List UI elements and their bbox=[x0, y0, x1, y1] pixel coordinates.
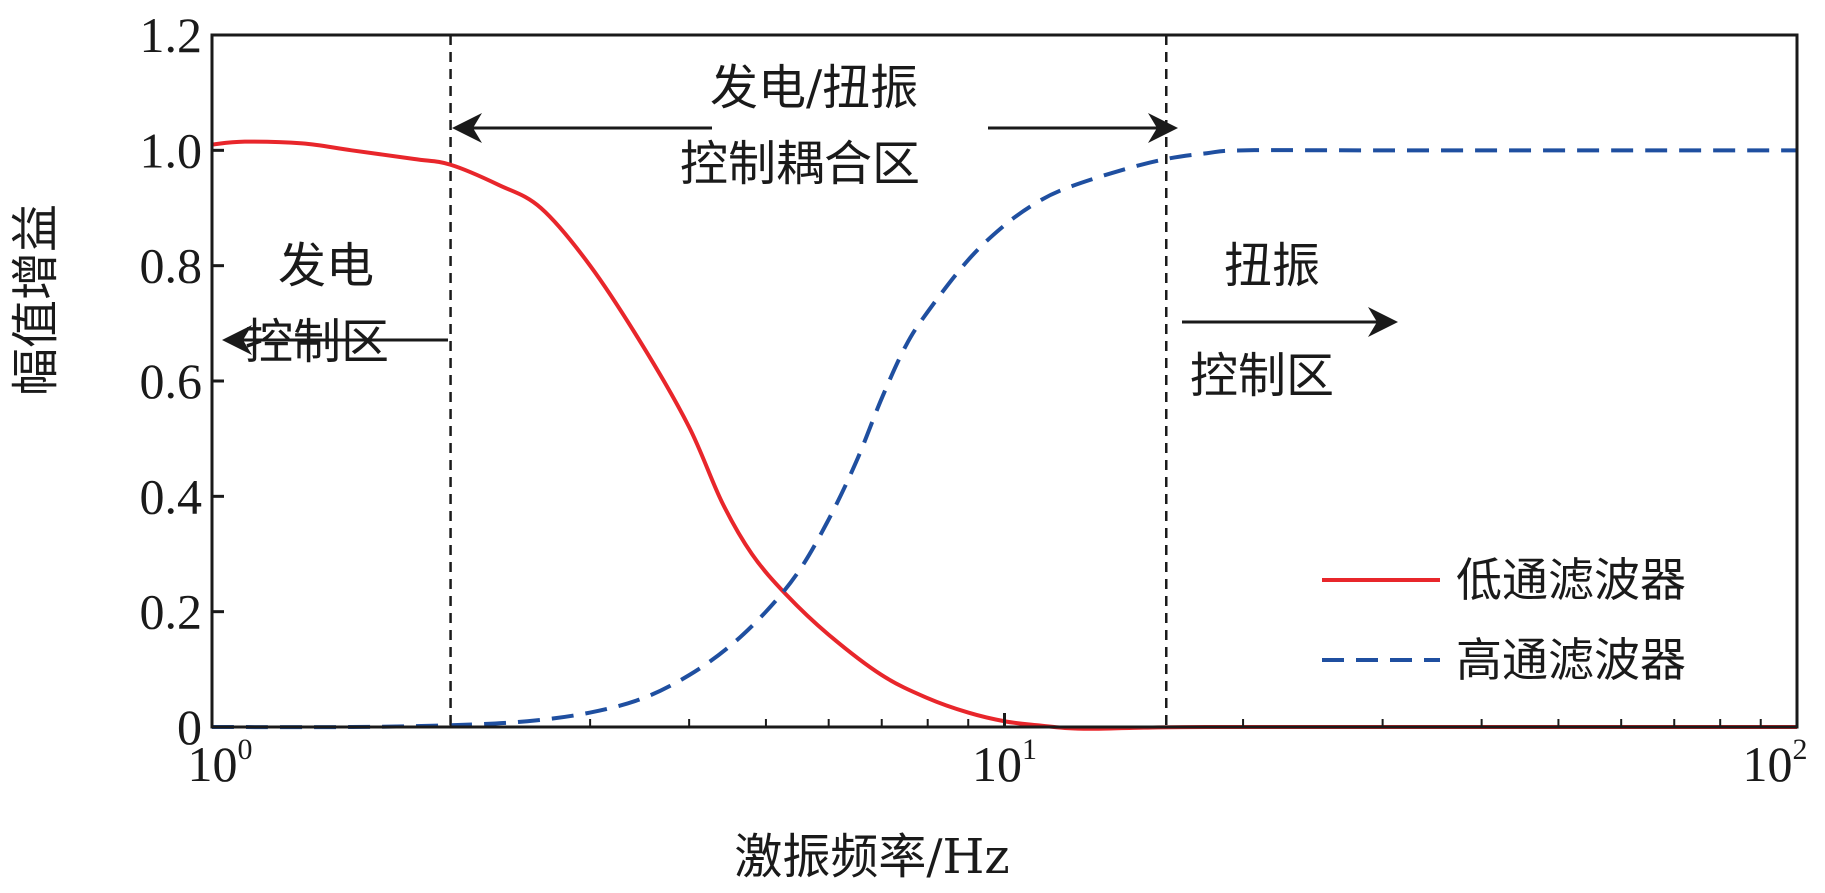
y-axis-ticks: 0 0.2 0.4 0.6 0.8 1.0 1.2 bbox=[140, 7, 224, 755]
y-tick-label: 0.4 bbox=[140, 468, 203, 524]
region-divider-lines bbox=[449, 35, 1168, 727]
annotation-coupling-line1: 发电/扭振 bbox=[710, 60, 918, 116]
y-tick-label: 1.2 bbox=[140, 7, 203, 63]
x-tick-label: 101 bbox=[972, 733, 1037, 792]
x-axis-ticks: 100 101 102 bbox=[188, 713, 1808, 792]
y-axis-title: 幅值增益 bbox=[8, 204, 64, 396]
y-tick-label: 0 bbox=[177, 699, 202, 755]
legend: 低通滤波器 高通滤波器 bbox=[1322, 553, 1686, 687]
annotation-generation-line1: 发电 bbox=[278, 238, 374, 294]
annotation-coupling-zone: 发电/扭振 控制耦合区 bbox=[452, 60, 1178, 192]
annotation-torsional-line2: 控制区 bbox=[1190, 348, 1334, 404]
annotation-torsional-line1: 扭振 bbox=[1224, 238, 1320, 294]
legend-label-highpass: 高通滤波器 bbox=[1456, 633, 1686, 687]
annotation-generation-line2: 控制区 bbox=[245, 314, 389, 370]
y-tick-label: 0.2 bbox=[140, 584, 203, 640]
legend-label-lowpass: 低通滤波器 bbox=[1456, 553, 1686, 607]
y-tick-label: 1.0 bbox=[140, 122, 203, 178]
y-tick-label: 0.8 bbox=[140, 238, 203, 294]
x-tick-label: 100 bbox=[188, 733, 253, 792]
annotation-torsional-zone: 扭振 控制区 bbox=[1182, 238, 1398, 404]
series-line-highpass bbox=[211, 148, 1797, 730]
annotation-coupling-line2: 控制耦合区 bbox=[680, 136, 920, 192]
annotation-generation-zone: 发电 控制区 bbox=[222, 238, 448, 370]
x-tick-label: 102 bbox=[1743, 733, 1808, 792]
x-axis-title: 激振频率/Hz bbox=[734, 829, 1009, 885]
y-tick-label: 0.6 bbox=[140, 353, 203, 409]
